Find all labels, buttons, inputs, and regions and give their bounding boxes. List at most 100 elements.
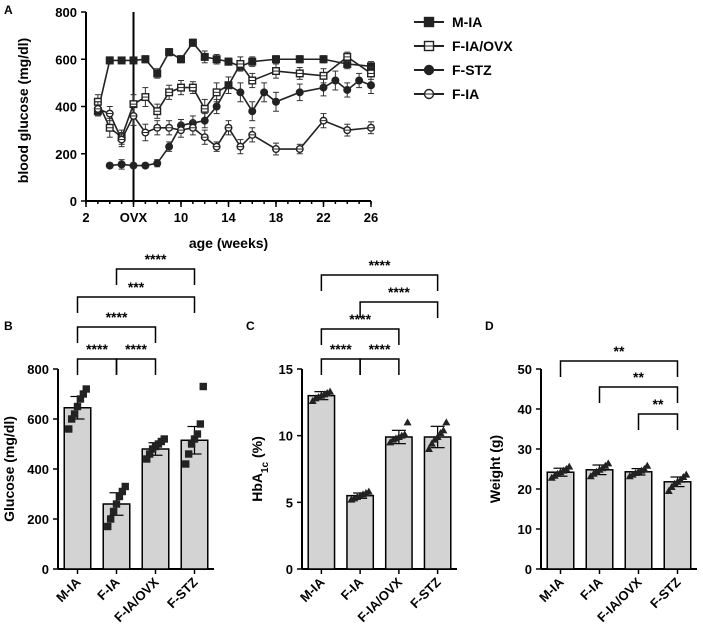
data-point [117,56,126,65]
data-point [153,69,162,78]
data-point [442,418,451,426]
legend-label: F-IA/OVX [452,38,513,54]
y-tick-label: 200 [55,147,77,162]
legend-label: M-IA [452,14,482,30]
data-point [319,83,328,92]
data-point [184,450,193,458]
significance-bracket [320,328,400,345]
y-tick-label: 10 [518,522,532,537]
x-tick-label: F-IA [338,574,367,603]
y-tick-label: 800 [55,5,77,20]
significance-label: **** [349,311,371,327]
data-point [129,56,138,65]
significance-bracket [115,268,196,285]
series-f-stz [105,70,376,170]
x-tick-label: 22 [316,210,330,225]
bar [346,494,375,570]
data-point [105,56,114,65]
x-tick-label: M-IA [53,574,84,605]
data-point [260,88,269,97]
data-point [212,102,221,111]
legend: M-IA F-IA/OVX F-STZ F-IA [414,14,513,102]
panel-a: A 0 200 400 600 800 2 OVX 10 14 18 22 26 age (weeks) b… [4,3,513,251]
bar [384,436,413,570]
data-point [439,426,448,434]
y-tick-label: 0 [286,562,293,577]
x-tick-label: F-STZ [647,574,684,611]
data-point [117,160,126,169]
significance-label: **** [145,251,167,267]
y-tick-label: 15 [279,362,293,377]
x-tick-label: 2 [82,210,89,225]
y-tick-label: 400 [27,462,49,477]
series-line [97,108,372,150]
data-point [319,55,328,64]
data-point [400,430,409,438]
data-point [403,418,412,426]
x-tick-label: 10 [174,210,188,225]
legend-marker [423,16,435,28]
bar [423,436,452,570]
data-point [196,420,205,428]
data-point [565,462,574,470]
data-point [427,439,436,447]
data-point [236,88,245,97]
data-point [188,38,197,47]
data-point [248,57,257,66]
data-point [295,55,304,64]
data-point [165,48,174,57]
data-point [343,85,352,94]
data-point [70,410,79,418]
x-tick-label: F-STZ [164,574,201,611]
significance-bracket [359,301,439,318]
y-tick-label: 20 [518,482,532,497]
data-point [141,161,150,170]
significance-label: **** [388,284,410,300]
data-point [200,116,209,125]
data-point [682,470,691,478]
data-point [364,487,373,495]
significance-bracket [320,358,361,375]
x-tick-label: F-IA [577,574,606,603]
significance-label: **** [369,341,391,357]
data-point [193,430,202,438]
x-tick-label: 26 [364,210,378,225]
data-point [248,107,257,116]
data-point [182,460,190,468]
y-tick-label: 0 [525,562,532,577]
panel-c-label: C [246,319,255,333]
data-point [664,487,673,494]
y-tick-label: 10 [279,429,293,444]
data-point [643,461,652,469]
significance-label: **** [86,341,108,357]
significance-label: *** [128,279,145,295]
data-point [295,88,304,97]
y-tick-label: 800 [27,362,49,377]
data-point [176,55,185,64]
y-axis-title: blood glucose (mg/dl) [15,38,31,183]
significance-label: ** [633,369,644,385]
data-point [73,402,82,411]
data-point [604,459,613,467]
data-point [65,425,73,433]
data-point [106,515,115,523]
data-point [355,76,364,85]
data-point [112,500,121,508]
data-point [109,507,118,516]
series-f-ia [93,101,376,156]
legend-label: F-STZ [452,62,492,78]
legend-marker [423,64,435,76]
y-tick-label: 50 [518,362,532,377]
y-axis-title: Weight (g) [487,435,503,503]
data-point [272,97,281,106]
data-point [326,387,335,395]
data-point [212,55,221,64]
significance-bracket [76,296,196,313]
data-point [367,81,376,90]
data-point [121,482,129,491]
series-line [97,55,372,139]
data-point [272,55,281,64]
bar [663,481,692,570]
x-tick-label: OVX [120,210,148,225]
panel-a-label: A [4,3,13,17]
